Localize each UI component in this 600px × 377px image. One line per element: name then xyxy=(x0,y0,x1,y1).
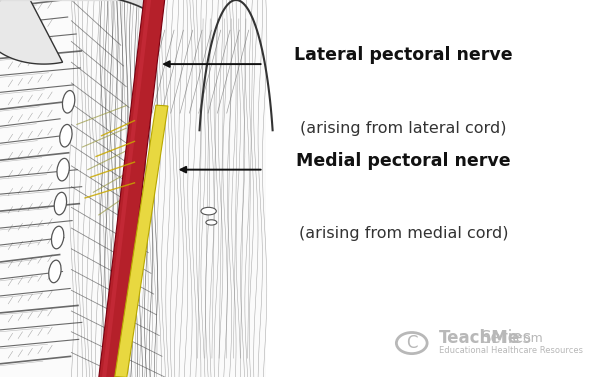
Text: TeachMe: TeachMe xyxy=(439,329,520,347)
Ellipse shape xyxy=(206,220,217,225)
Text: (arising from medial cord): (arising from medial cord) xyxy=(299,226,508,241)
Ellipse shape xyxy=(57,158,70,181)
Bar xyxy=(0,0,266,377)
Text: .com: .com xyxy=(512,332,543,345)
Bar xyxy=(266,0,549,377)
Text: Educational Healthcare Resources: Educational Healthcare Resources xyxy=(439,346,583,355)
Ellipse shape xyxy=(62,90,75,113)
Text: Lateral pectoral nerve: Lateral pectoral nerve xyxy=(294,46,513,64)
Text: (arising from lateral cord): (arising from lateral cord) xyxy=(300,121,507,136)
Ellipse shape xyxy=(54,192,67,215)
Text: Series: Series xyxy=(481,329,532,347)
Polygon shape xyxy=(97,0,167,377)
Ellipse shape xyxy=(49,260,61,283)
Text: C: C xyxy=(406,334,418,352)
Text: Medial pectoral nerve: Medial pectoral nerve xyxy=(296,152,511,170)
Polygon shape xyxy=(0,0,62,64)
Ellipse shape xyxy=(201,207,217,215)
Ellipse shape xyxy=(52,226,64,249)
Ellipse shape xyxy=(59,124,72,147)
Bar xyxy=(0,0,266,377)
Polygon shape xyxy=(115,105,168,377)
Polygon shape xyxy=(100,0,154,377)
